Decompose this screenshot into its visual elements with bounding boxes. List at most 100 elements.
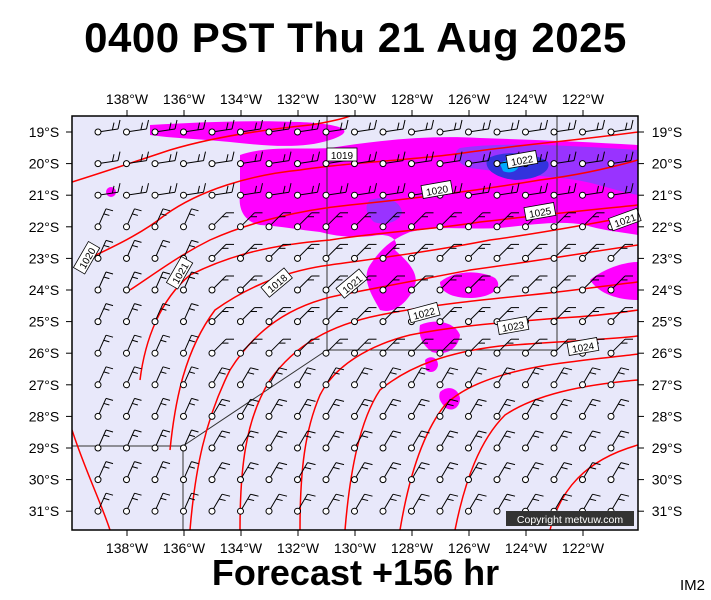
- lat-label-right: 23°S: [652, 250, 683, 266]
- station-circle-icon: [208, 349, 216, 357]
- lon-label-bottom: 122°W: [562, 540, 605, 556]
- station-circle-icon: [294, 412, 301, 420]
- station-circle-icon: [607, 476, 615, 484]
- wind-barb-icon: [265, 398, 288, 420]
- station-circle-icon: [493, 476, 501, 484]
- wind-barb-icon: [94, 271, 114, 294]
- wind-barb-icon: [465, 275, 491, 294]
- station-circle-icon: [465, 128, 472, 136]
- wind-barb-icon: [294, 430, 316, 452]
- lat-label-left: 25°S: [29, 314, 60, 330]
- station-circle-icon: [151, 160, 159, 168]
- station-circle-icon: [465, 444, 472, 452]
- lat-label-left: 26°S: [29, 345, 60, 361]
- wind-barb-icon: [550, 367, 573, 389]
- station-circle-icon: [522, 191, 529, 199]
- wind-barb-icon: [123, 429, 142, 452]
- station-circle-icon: [579, 160, 586, 168]
- wind-barb-icon: [151, 271, 171, 294]
- station-circle-icon: [180, 191, 187, 199]
- lat-label-right: 25°S: [652, 314, 683, 330]
- wind-barb-icon: [123, 303, 142, 326]
- station-circle-icon: [408, 444, 415, 452]
- wind-barb-icon: [180, 271, 199, 294]
- wind-barb-icon: [493, 338, 519, 357]
- station-circle-icon: [322, 381, 330, 389]
- wind-barb-icon: [522, 430, 544, 452]
- wind-barb-icon: [351, 212, 377, 231]
- station-circle-icon: [465, 160, 472, 168]
- wind-barb-icon: [180, 151, 206, 168]
- lon-label-bottom: 130°W: [334, 540, 377, 556]
- station-circle-icon: [579, 476, 586, 484]
- station-circle-icon: [493, 507, 501, 515]
- station-circle-icon: [436, 476, 444, 484]
- wind-barb-icon: [208, 462, 231, 484]
- wind-barb-icon: [351, 430, 373, 452]
- station-circle-icon: [151, 286, 159, 294]
- wind-barb-icon: [607, 183, 634, 199]
- wind-barb-icon: [522, 183, 548, 199]
- wind-barb-icon: [237, 398, 259, 420]
- station-circle-icon: [607, 444, 615, 452]
- station-circle-icon: [465, 381, 472, 389]
- map-title: 0400 PST Thu 21 Aug 2025: [84, 14, 627, 61]
- station-circle-icon: [208, 444, 216, 452]
- lon-label-bottom: 134°W: [220, 540, 263, 556]
- wind-barb-icon: [493, 183, 520, 199]
- wind-barb-icon: [180, 183, 206, 199]
- station-circle-icon: [123, 286, 130, 294]
- wind-barb-layer: [94, 119, 634, 515]
- wind-barb-icon: [94, 429, 114, 452]
- wind-barb-icon: [237, 183, 263, 199]
- station-circle-icon: [94, 128, 102, 136]
- station-circle-icon: [180, 286, 187, 294]
- station-circle-icon: [294, 191, 301, 199]
- station-circle-icon: [607, 254, 615, 262]
- svg-text:1020: 1020: [425, 184, 449, 199]
- station-circle-icon: [265, 412, 273, 420]
- wind-barb-icon: [436, 307, 462, 326]
- wind-barb-icon: [94, 119, 121, 136]
- rain-area-mid: [440, 272, 499, 298]
- station-circle-icon: [208, 286, 216, 294]
- station-circle-icon: [151, 318, 159, 326]
- station-circle-icon: [123, 349, 130, 357]
- station-circle-icon: [579, 223, 586, 231]
- wind-barb-icon: [180, 397, 199, 420]
- lon-label-top: 124°W: [505, 91, 548, 107]
- station-circle-icon: [237, 160, 244, 168]
- wind-barb-icon: [294, 367, 316, 389]
- lat-label-right: 28°S: [652, 408, 683, 424]
- station-circle-icon: [436, 444, 444, 452]
- station-circle-icon: [322, 412, 330, 420]
- station-circle-icon: [265, 381, 273, 389]
- station-circle-icon: [151, 476, 159, 484]
- wind-barb-icon: [579, 430, 601, 452]
- wind-barb-icon: [550, 430, 573, 452]
- station-circle-icon: [123, 191, 130, 199]
- station-circle-icon: [607, 191, 615, 199]
- lat-label-right: 20°S: [652, 156, 683, 172]
- longitude-labels: 138°W 138°W 136°W 136°W 134°W 134°W 132°W 132°W…: [106, 91, 605, 556]
- wind-barb-icon: [465, 430, 487, 452]
- station-circle-icon: [522, 349, 529, 357]
- station-circle-icon: [237, 381, 244, 389]
- wind-barb-icon: [379, 398, 402, 420]
- station-circle-icon: [180, 476, 187, 484]
- lat-label-left: 22°S: [29, 219, 60, 235]
- station-circle-icon: [550, 286, 558, 294]
- station-circle-icon: [180, 223, 187, 231]
- isobar-line: [72, 429, 111, 530]
- wind-barb-icon: [436, 338, 462, 357]
- station-circle-icon: [237, 444, 244, 452]
- wind-barb-icon: [379, 462, 402, 484]
- wind-barb-icon: [607, 119, 634, 136]
- station-circle-icon: [322, 286, 330, 294]
- station-circle-icon: [237, 507, 244, 515]
- wind-barb-icon: [465, 307, 491, 326]
- wind-barb-icon: [408, 338, 434, 357]
- station-circle-icon: [180, 128, 187, 136]
- wind-barb-icon: [123, 208, 142, 231]
- wind-barb-icon: [379, 307, 405, 326]
